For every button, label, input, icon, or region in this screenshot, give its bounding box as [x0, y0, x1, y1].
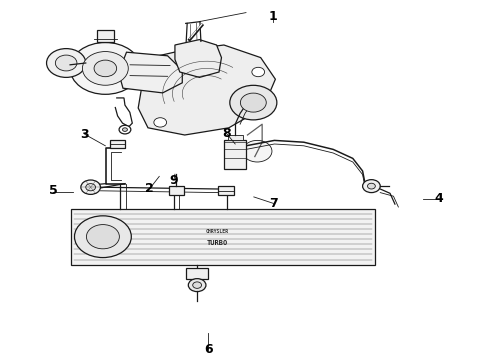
Text: 2: 2 — [145, 183, 154, 195]
Polygon shape — [120, 52, 182, 93]
Circle shape — [81, 180, 100, 194]
Circle shape — [86, 184, 96, 191]
Circle shape — [154, 118, 167, 127]
Text: 4: 4 — [434, 192, 443, 205]
Circle shape — [82, 51, 128, 85]
Text: 1: 1 — [269, 10, 278, 23]
Circle shape — [193, 282, 201, 288]
Circle shape — [368, 183, 375, 189]
Text: CHRYSLER: CHRYSLER — [205, 229, 228, 234]
Circle shape — [241, 93, 266, 112]
Circle shape — [230, 85, 277, 120]
Text: TURBO: TURBO — [206, 240, 227, 246]
Circle shape — [188, 279, 206, 292]
Text: 6: 6 — [204, 343, 213, 356]
Polygon shape — [138, 45, 275, 135]
Bar — [186, 268, 208, 279]
Circle shape — [119, 125, 131, 134]
Text: 5: 5 — [49, 184, 57, 197]
Circle shape — [70, 42, 141, 94]
Bar — [224, 140, 246, 169]
Bar — [71, 209, 375, 265]
Text: 3: 3 — [80, 128, 89, 141]
Circle shape — [86, 225, 120, 249]
Circle shape — [122, 128, 127, 131]
Circle shape — [55, 55, 77, 71]
Circle shape — [94, 60, 117, 77]
Bar — [169, 186, 184, 195]
Bar — [228, 135, 243, 140]
Text: 7: 7 — [269, 197, 278, 210]
Circle shape — [363, 180, 380, 193]
Circle shape — [249, 107, 262, 116]
Circle shape — [252, 67, 265, 77]
Circle shape — [74, 216, 131, 258]
Bar — [110, 140, 125, 148]
Circle shape — [243, 140, 272, 162]
Text: 9: 9 — [170, 174, 178, 186]
Text: 8: 8 — [222, 127, 231, 140]
Polygon shape — [175, 40, 221, 77]
Bar — [218, 186, 234, 195]
Circle shape — [47, 49, 86, 77]
Bar — [97, 30, 114, 42]
